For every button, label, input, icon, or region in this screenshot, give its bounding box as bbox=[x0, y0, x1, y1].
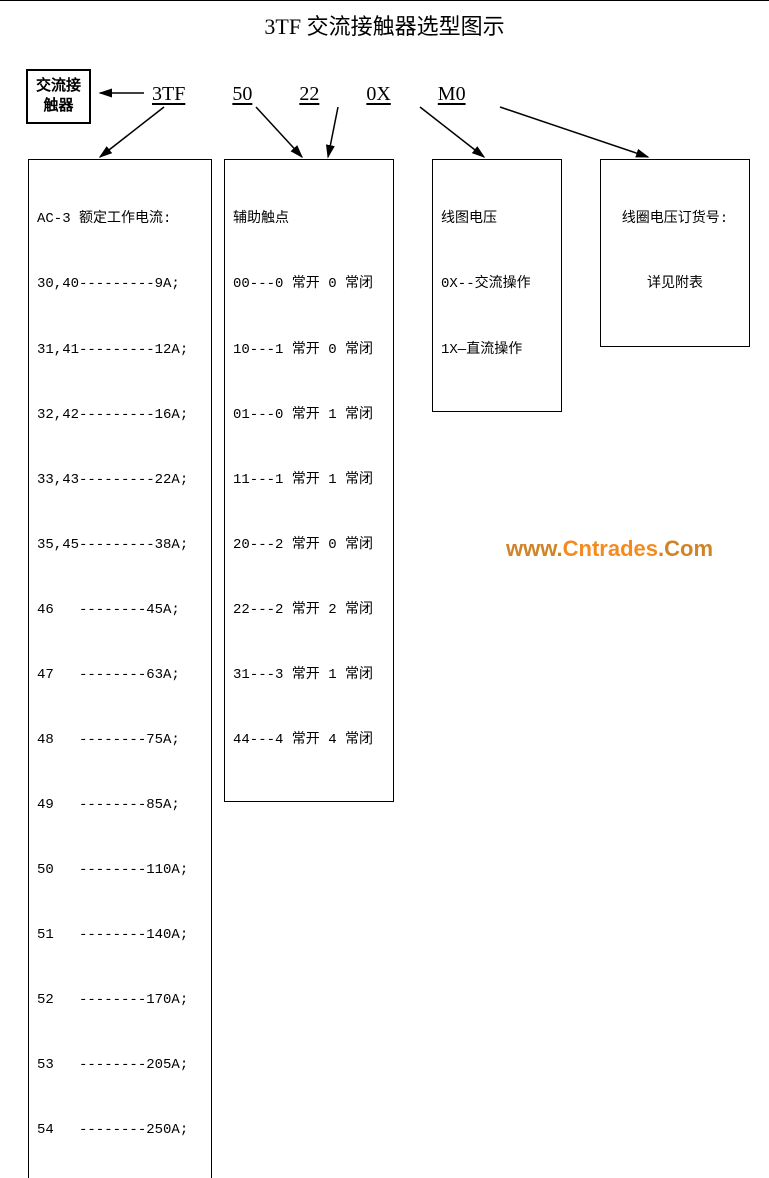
box1-header: AC-3 额定工作电流: bbox=[37, 209, 203, 231]
box-order-code: 线圈电压订货号: 详见附表 bbox=[600, 159, 750, 347]
box2-row: 22---2 常开 2 常闭 bbox=[233, 600, 385, 622]
watermark-part3: .Com bbox=[658, 536, 713, 561]
box1-row: 48 --------75A; bbox=[37, 730, 203, 752]
box1-row: 33,43---------22A; bbox=[37, 470, 203, 492]
box1-row: 49 --------85A; bbox=[37, 795, 203, 817]
diagram-container: 3TF 交流接触器选型图示 交流接 触器 3TF 50 22 0X M0 AC-… bbox=[0, 0, 769, 589]
box1-row: 46 --------45A; bbox=[37, 600, 203, 622]
page-title: 3TF 交流接触器选型图示 bbox=[0, 9, 769, 41]
model-code-row: 3TF 50 22 0X M0 bbox=[152, 83, 508, 106]
box2-row: 44---4 常开 4 常闭 bbox=[233, 730, 385, 752]
box-rated-current: AC-3 额定工作电流: 30,40---------9A; 31,41----… bbox=[28, 159, 212, 1178]
box1-row: 31,41---------12A; bbox=[37, 340, 203, 362]
box1-row: 47 --------63A; bbox=[37, 665, 203, 687]
box3-row: 0X--交流操作 bbox=[441, 274, 553, 296]
box2-row: 31---3 常开 1 常闭 bbox=[233, 665, 385, 687]
box1-row: 52 --------170A; bbox=[37, 990, 203, 1012]
code-seg-3tf: 3TF bbox=[152, 83, 185, 106]
box1-row: 53 --------205A; bbox=[37, 1055, 203, 1077]
box1-row: 50 --------110A; bbox=[37, 860, 203, 882]
box2-row: 11---1 常开 1 常闭 bbox=[233, 470, 385, 492]
box2-row: 01---0 常开 1 常闭 bbox=[233, 405, 385, 427]
contactor-label-box: 交流接 触器 bbox=[26, 69, 91, 124]
box-aux-contacts: 辅助触点 00---0 常开 0 常闭 10---1 常开 0 常闭 01---… bbox=[224, 159, 394, 802]
label-line1: 交流接 bbox=[36, 78, 81, 94]
label-line2: 触器 bbox=[44, 98, 74, 114]
box2-row: 00---0 常开 0 常闭 bbox=[233, 274, 385, 296]
box-coil-voltage: 线图电压 0X--交流操作 1X—直流操作 bbox=[432, 159, 562, 412]
box2-header: 辅助触点 bbox=[233, 209, 385, 231]
code-seg-50: 50 bbox=[232, 83, 252, 106]
box1-row: 51 --------140A; bbox=[37, 925, 203, 947]
code-seg-0x: 0X bbox=[366, 83, 390, 106]
box4-line2: 详见附表 bbox=[609, 274, 741, 296]
code-seg-22: 22 bbox=[299, 83, 319, 106]
box1-row: 30,40---------9A; bbox=[37, 274, 203, 296]
box3-row: 1X—直流操作 bbox=[441, 340, 553, 362]
watermark-part1: www. bbox=[506, 536, 563, 561]
box2-row: 20---2 常开 0 常闭 bbox=[233, 535, 385, 557]
box1-row: 54 --------250A; bbox=[37, 1120, 203, 1142]
box2-row: 10---1 常开 0 常闭 bbox=[233, 340, 385, 362]
box1-row: 32,42---------16A; bbox=[37, 405, 203, 427]
code-seg-m0: M0 bbox=[438, 83, 466, 106]
box1-row: 35,45---------38A; bbox=[37, 535, 203, 557]
watermark: www.Cntrades.Com bbox=[506, 536, 713, 562]
box3-header: 线图电压 bbox=[441, 209, 553, 231]
box4-line1: 线圈电压订货号: bbox=[609, 209, 741, 231]
watermark-part2: Cntrades bbox=[563, 536, 658, 561]
